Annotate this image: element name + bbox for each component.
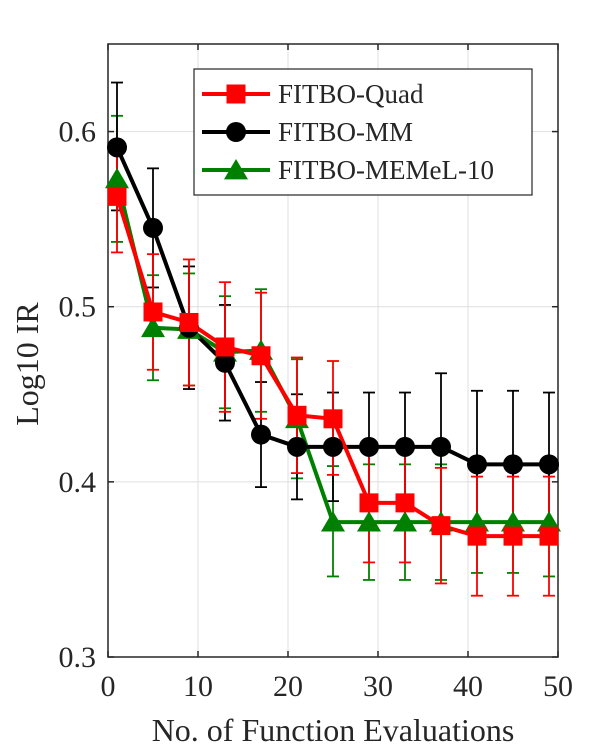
data-point [143,302,163,322]
x-tick-label: 10 [183,670,213,703]
data-point [179,312,199,332]
data-point [467,526,487,546]
data-point [501,511,525,532]
data-point [431,516,451,536]
y-tick-label: 0.6 [59,116,97,149]
x-tick-label: 20 [273,670,303,703]
data-point [539,454,559,475]
legend-entry: FITBO-MEMeL-10 [202,155,494,185]
plot-frame [107,43,559,658]
y-tick-label: 0.5 [59,291,97,324]
data-point [357,511,381,532]
data-point [359,493,379,513]
data-point [467,454,487,475]
legend-marker [226,84,246,104]
legend-entry: FITBO-MM [202,117,413,147]
data-point [323,409,343,429]
data-point [465,511,489,532]
data-point [143,217,163,238]
data-point [107,186,127,206]
legend-marker [226,122,246,142]
x-tick-label: 40 [453,670,483,703]
data-point [395,493,415,513]
data-point [323,436,343,457]
data-point [539,526,559,546]
legend-label: FITBO-MM [278,117,413,147]
legend-label: FITBO-Quad [278,79,424,109]
legend-label: FITBO-MEMeL-10 [278,155,494,185]
data-point [287,405,307,425]
data-point [321,511,345,532]
data-point [503,454,523,475]
data-point [251,346,271,366]
data-point [503,526,523,546]
axes: 0 10 20 30 40 50 0.3 0.4 0.5 0.6 [59,43,573,703]
data-point [393,511,417,532]
data-point [105,167,129,189]
data-point [287,436,307,457]
data-point [141,316,165,338]
data-point [431,436,451,457]
data-point [537,511,561,532]
legend-marker [224,159,248,180]
x-tick-label: 30 [363,670,393,703]
x-tick-label: 50 [543,670,573,703]
y-axis-label: Log10 IR [9,302,45,426]
data-point [215,337,235,357]
y-tick-label: 0.3 [59,641,97,674]
series-markers [105,137,561,546]
legend: FITBO-Quad FITBO-MM FITBO-MEMeL-10 [193,68,533,196]
data-point [215,352,235,373]
legend-entry: FITBO-Quad [202,79,424,109]
data-point [251,424,271,445]
data-point [107,137,127,158]
data-point [359,436,379,457]
x-tick-label: 0 [101,670,116,703]
data-point [395,436,415,457]
y-tick-label: 0.4 [59,466,97,499]
x-axis-label: No. of Function Evaluations [152,712,515,748]
